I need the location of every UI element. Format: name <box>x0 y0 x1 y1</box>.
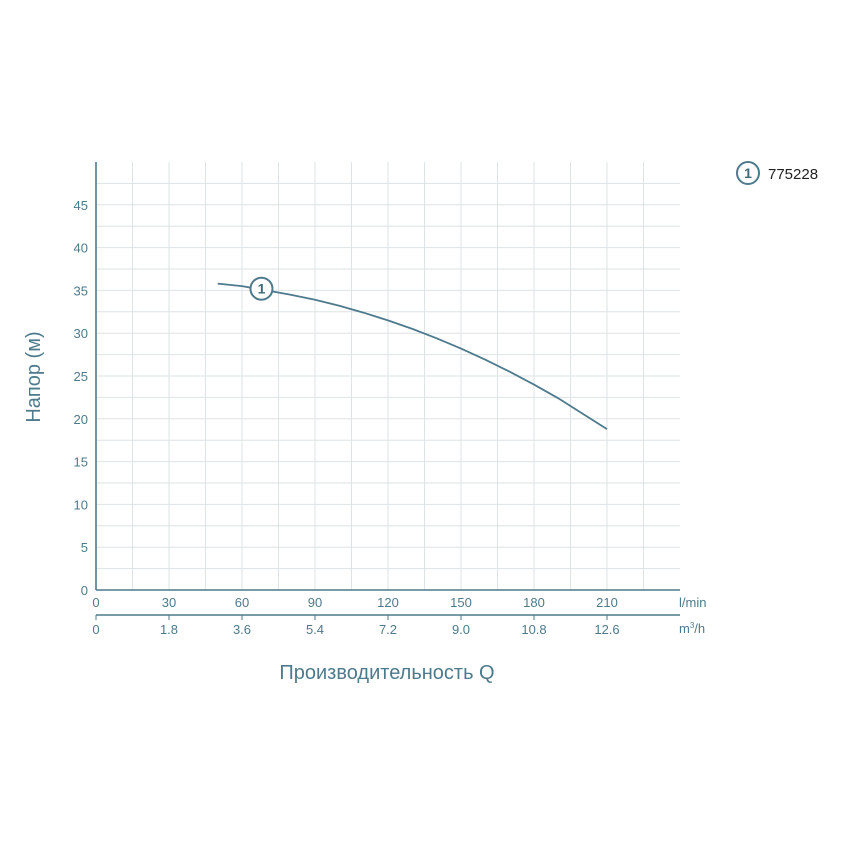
y-tick-label: 25 <box>74 369 88 384</box>
x-axis-title: Производительность Q <box>279 662 494 684</box>
legend: 1 775228 <box>736 161 818 185</box>
y-tick-label: 35 <box>74 283 88 298</box>
x2-tick-label: 7.2 <box>379 622 397 637</box>
x2-tick-label: 0 <box>92 622 99 637</box>
y-tick-label: 30 <box>74 326 88 341</box>
x-unit-primary: l/min <box>679 595 706 610</box>
legend-label: 775228 <box>768 166 818 183</box>
axes-layer <box>95 162 680 620</box>
x2-tick-label: 3.6 <box>233 622 251 637</box>
y-tick-label: 15 <box>74 455 88 470</box>
x-tick-label: 150 <box>450 595 472 610</box>
x-tick-label: 0 <box>92 595 99 610</box>
x-tick-label: 120 <box>377 595 399 610</box>
x-unit-secondary-tail: /h <box>694 621 705 636</box>
y-tick-label: 45 <box>74 198 88 213</box>
x-tick-label: 210 <box>596 595 618 610</box>
y-tick-label: 10 <box>74 497 88 512</box>
y-tick-label: 20 <box>74 412 88 427</box>
x2-tick-label: 10.8 <box>521 622 546 637</box>
x2-tick-label: 5.4 <box>306 622 324 637</box>
x-tick-label: 30 <box>162 595 176 610</box>
x-unit-secondary-base: m <box>679 621 690 636</box>
y-tick-label: 5 <box>81 540 88 555</box>
x-unit-secondary: m3/h <box>679 621 705 636</box>
x-tick-label: 90 <box>308 595 322 610</box>
x-tick-label: 60 <box>235 595 249 610</box>
y-axis-title: Напор (м) <box>23 331 45 422</box>
x-unit-secondary-sup: 3 <box>690 621 695 630</box>
y-tick-label: 0 <box>81 583 88 598</box>
series-marker-circle <box>249 276 274 301</box>
y-tick-label: 40 <box>74 241 88 256</box>
legend-marker-label: 1 <box>744 165 752 181</box>
grid-layer <box>96 162 680 590</box>
x-tick-label: 180 <box>523 595 545 610</box>
series-line-775228 <box>217 282 608 430</box>
x2-tick-label: 12.6 <box>594 622 619 637</box>
series-marker-label: 1 <box>258 281 266 297</box>
legend-marker-circle <box>736 161 760 185</box>
series-layer: 1 <box>217 276 608 430</box>
x2-tick-label: 9.0 <box>452 622 470 637</box>
x2-tick-label: 1.8 <box>160 622 178 637</box>
ticks-layer: 05101520253035404500301.8603.6905.41207.… <box>74 198 620 637</box>
